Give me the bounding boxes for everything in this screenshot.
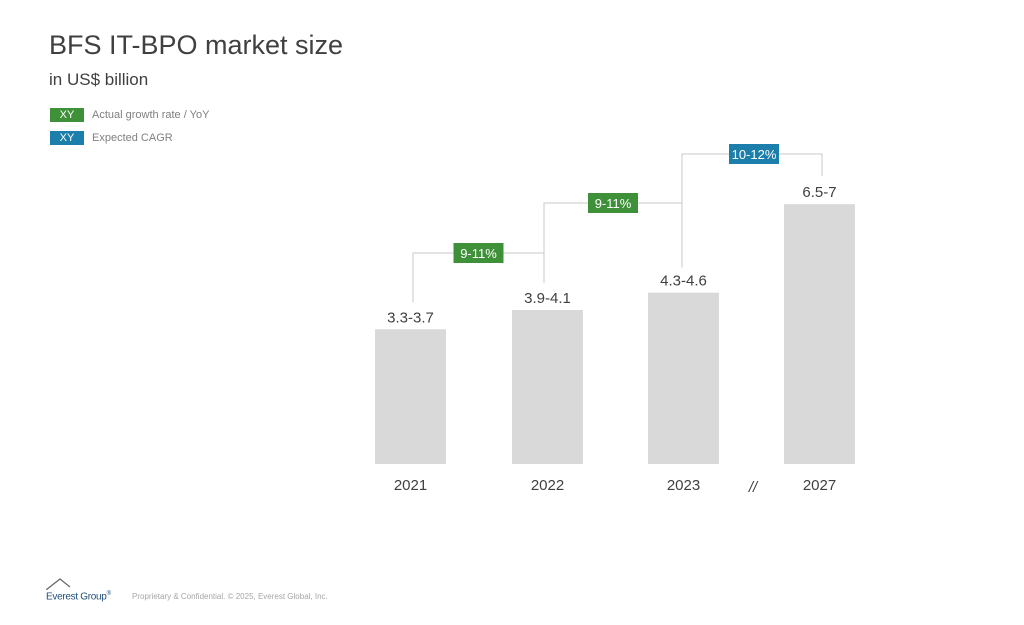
growth-label-2021-2022: 9-11%	[460, 246, 497, 261]
data-label-2022: 3.9-4.1	[524, 290, 571, 307]
bar-2021	[375, 329, 446, 464]
growth-label-2023-2027: 10-12%	[732, 147, 777, 162]
data-label-2021: 3.3-3.7	[387, 309, 434, 326]
legend-item-expected-cagr: XY Expected CAGR	[50, 131, 173, 145]
chart-title: BFS IT-BPO market size	[49, 30, 344, 60]
legend-label-expected-cagr: Expected CAGR	[92, 132, 173, 144]
logo-text: Everest Group	[46, 591, 107, 602]
data-label-2023: 4.3-4.6	[660, 273, 707, 290]
axis-break-marker: //	[748, 479, 759, 496]
mountain-icon	[46, 578, 71, 590]
growth-badge-2022-2023	[588, 193, 638, 213]
footer: Everest Group® Proprietary & Confidentia…	[46, 578, 328, 602]
bar-2022	[512, 310, 583, 464]
registered-mark: ®	[106, 590, 111, 597]
footer-copyright: Proprietary & Confidential. © 2025, Ever…	[132, 592, 328, 601]
growth-label-2022-2023: 9-11%	[595, 196, 632, 211]
x-tick-label-2021: 2021	[394, 477, 427, 494]
chart-subtitle: in US$ billion	[49, 70, 149, 89]
bar-2023	[648, 292, 719, 464]
x-tick-label-2027: 2027	[803, 477, 836, 494]
everest-group-logo: Everest Group®	[46, 578, 126, 602]
x-tick-label-2023: 2023	[667, 477, 700, 494]
legend-swatch-expected-cagr: XY	[50, 131, 84, 145]
growth-badge-2021-2022	[453, 243, 504, 263]
growth-badge-2023-2027	[729, 144, 779, 164]
legend-swatch-actual-growth: XY	[50, 108, 84, 122]
legend-label-actual-growth: Actual growth rate / YoY	[92, 109, 210, 121]
data-label-2027: 6.5-7	[802, 184, 836, 201]
legend-item-actual-growth: XY Actual growth rate / YoY	[50, 108, 209, 122]
bar-2027	[784, 204, 855, 464]
x-tick-label-2022: 2022	[531, 477, 564, 494]
growth-connector-2022-2023	[543, 202, 682, 283]
